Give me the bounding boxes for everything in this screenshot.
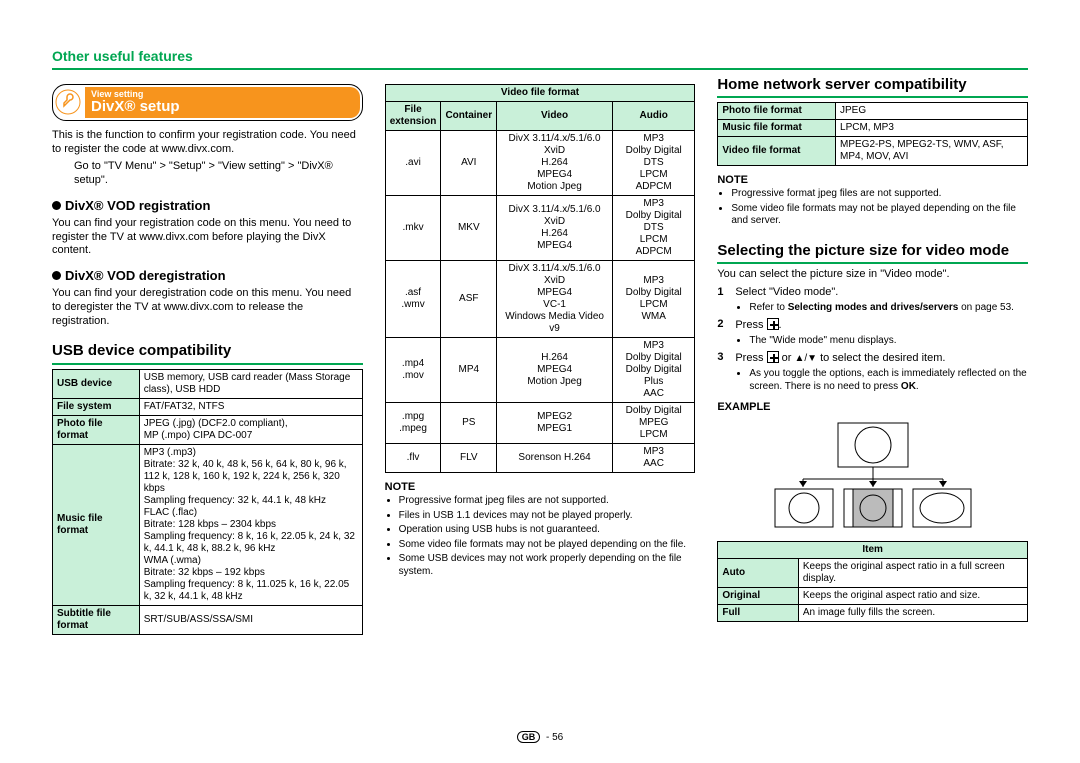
item-key: Full [718,605,799,622]
column-1: View setting DivX® setup This is the fun… [52,74,363,635]
usb-compat-heading: USB device compatibility [52,342,363,364]
table-label: File system [53,398,140,415]
container-cell: AVI [441,131,497,196]
item-key: Auto [718,559,799,588]
ext-cell: .avi [385,131,441,196]
note-item: Some video file formats may not be playe… [731,203,1028,228]
steps-list: Select "Video mode". Refer to Selecting … [717,286,1028,393]
note-heading-3: NOTE [717,174,1028,186]
column-3: Home network server compatibility Photo … [717,74,1028,635]
video-cell: DivX 3.11/4.x/5.1/6.0XviDH.264MPEG4Motio… [497,131,613,196]
wide-mode-button-icon [767,351,779,363]
note-heading: NOTE [385,481,696,493]
note-item: Operation using USB hubs is not guarante… [399,524,696,537]
ext-cell: .mpg.mpeg [385,403,441,444]
audio-cell: MP3Dolby DigitalDolby Digital PlusAAC [613,338,695,403]
table-value: USB memory, USB card reader (Mass Storag… [139,369,362,398]
wide-mode-button-icon [767,318,779,330]
table-value: MP3 (.mp3)Bitrate: 32 k, 40 k, 48 k, 56 … [139,444,362,605]
video-format-table: Video file formatFile extensionContainer… [385,84,696,473]
region-badge: GB [517,731,541,743]
container-cell: MKV [441,196,497,261]
page-title: Other useful features [52,48,1028,70]
video-cell: DivX 3.11/4.x/5.1/6.0XviDH.264MPEG4 [497,196,613,261]
col-header: Audio [613,102,695,131]
intro-text-2: Go to "TV Menu" > "Setup" > "View settin… [52,160,363,188]
table-label: Photo file format [718,103,836,120]
audio-cell: MP3Dolby DigitalLPCMWMA [613,261,695,338]
col-header: Video [497,102,613,131]
ext-cell: .mkv [385,196,441,261]
usb-compat-table: USB deviceUSB memory, USB card reader (M… [52,369,363,635]
column-2: Video file formatFile extensionContainer… [385,74,696,635]
item-table: ItemAutoKeeps the original aspect ratio … [717,541,1028,622]
note-list: Progressive format jpeg files are not su… [385,495,696,578]
vod-dereg-heading: DivX® VOD deregistration [52,268,363,283]
wrench-icon [55,89,81,115]
audio-cell: Dolby DigitalMPEGLPCM [613,403,695,444]
home-net-table: Photo file formatJPEGMusic file formatLP… [717,102,1028,166]
table-value: MPEG2-PS, MPEG2-TS, WMV, ASF, MP4, MOV, … [836,137,1028,166]
table-value: FAT/FAT32, NTFS [139,398,362,415]
up-down-icon: ▲/▼ [794,353,817,364]
table-label: Music file format [53,444,140,605]
table-value: SRT/SUB/ASS/SSA/SMI [139,605,362,634]
ext-cell: .asf.wmv [385,261,441,338]
note-item: Progressive format jpeg files are not su… [399,495,696,508]
home-net-heading: Home network server compatibility [717,76,1028,98]
video-cell: DivX 3.11/4.x/5.1/6.0XviDMPEG4VC-1Window… [497,261,613,338]
ext-cell: .mp4.mov [385,338,441,403]
example-heading: EXAMPLE [717,401,1028,413]
video-cell: Sorenson H.264 [497,444,613,473]
audio-cell: MP3AAC [613,444,695,473]
note-item: Some USB devices may not work properly d… [399,553,696,578]
step-3: Press or ▲/▼ to select the desired item.… [717,351,1028,393]
note-item: Files in USB 1.1 devices may not be play… [399,510,696,523]
audio-cell: MP3Dolby DigitalDTSLPCMADPCM [613,131,695,196]
table-label: Video file format [718,137,836,166]
page-number: GB - 56 [0,731,1080,743]
step-1: Select "Video mode". Refer to Selecting … [717,286,1028,314]
step-3-note: As you toggle the options, each is immed… [749,368,1028,393]
note-list-3: Progressive format jpeg files are not su… [717,188,1028,228]
step-1-note: Refer to Selecting modes and drives/serv… [749,302,1028,315]
container-cell: MP4 [441,338,497,403]
item-key: Original [718,588,799,605]
vod-reg-heading: DivX® VOD registration [52,198,363,213]
table-label: Subtitle file format [53,605,140,634]
note-item: Some video file formats may not be playe… [399,539,696,552]
item-header: Item [718,542,1028,559]
video-cell: H.264MPEG4Motion Jpeg [497,338,613,403]
table-value: JPEG [836,103,1028,120]
audio-cell: MP3Dolby DigitalDTSLPCMADPCM [613,196,695,261]
ext-cell: .flv [385,444,441,473]
col-header: File extension [385,102,441,131]
badge-title: DivX® setup [91,99,354,115]
container-cell: FLV [441,444,497,473]
select-picture-heading: Selecting the picture size for video mod… [717,242,1028,264]
example-diagram [717,421,1028,531]
vod-dereg-text: You can find your deregistration code on… [52,287,363,328]
table-value: LPCM, MP3 [836,120,1028,137]
container-cell: ASF [441,261,497,338]
table-label: USB device [53,369,140,398]
table-label: Music file format [718,120,836,137]
note-item: Progressive format jpeg files are not su… [731,188,1028,201]
item-value: Keeps the original aspect ratio in a ful… [798,559,1027,588]
table-label: Photo file format [53,415,140,444]
video-cell: MPEG2MPEG1 [497,403,613,444]
table-value: JPEG (.jpg) (DCF2.0 compliant),MP (.mpo)… [139,415,362,444]
vod-reg-text: You can find your registration code on t… [52,217,363,258]
item-value: Keeps the original aspect ratio and size… [798,588,1027,605]
select-picture-intro: You can select the picture size in "Vide… [717,268,1028,282]
item-value: An image fully fills the screen. [798,605,1027,622]
col-header: Container [441,102,497,131]
step-2-note: The "Wide mode" menu displays. [749,335,1028,348]
container-cell: PS [441,403,497,444]
step-2: Press . The "Wide mode" menu displays. [717,318,1028,347]
table-header: Video file format [385,85,695,102]
section-badge-divx: View setting DivX® setup [52,84,363,121]
intro-text-1: This is the function to confirm your reg… [52,129,363,157]
